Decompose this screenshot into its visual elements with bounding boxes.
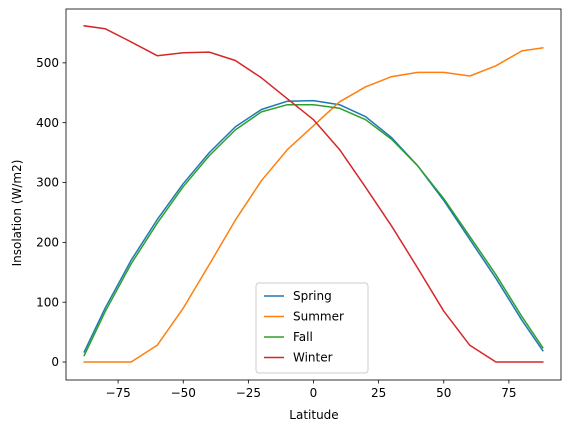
x-tick-label: −25 — [236, 386, 261, 400]
y-tick-label: 200 — [36, 236, 59, 250]
legend-label-spring: Spring — [293, 289, 332, 303]
x-tick-label: 25 — [371, 386, 386, 400]
axis-ticks: −75 −50 −25 0 25 50 75 0 100 200 300 400 500 — [36, 56, 516, 400]
x-tick-label: 50 — [436, 386, 451, 400]
legend: Spring Summer Fall Winter — [255, 282, 369, 374]
legend-label-winter: Winter — [293, 351, 333, 365]
y-axis-label: Insolation (W/m2) — [10, 160, 24, 267]
y-tick-label: 400 — [36, 116, 59, 130]
x-tick-label: −50 — [171, 386, 196, 400]
series-line-winter — [83, 24, 544, 363]
x-tick-label: −75 — [105, 386, 130, 400]
y-tick-label: 300 — [36, 176, 59, 190]
y-tick-label: 100 — [36, 295, 59, 309]
series-line-spring — [83, 99, 544, 353]
legend-label-fall: Fall — [293, 330, 313, 344]
x-tick-label: 0 — [310, 386, 318, 400]
series-line-fall — [83, 103, 544, 357]
series-line-summer — [83, 47, 544, 363]
y-tick-label: 500 — [36, 56, 59, 70]
y-tick-label: 0 — [51, 355, 59, 369]
legend-label-summer: Summer — [293, 310, 344, 324]
legend-box — [255, 282, 369, 374]
x-tick-label: 75 — [501, 386, 516, 400]
x-axis-label: Latitude — [289, 408, 338, 422]
